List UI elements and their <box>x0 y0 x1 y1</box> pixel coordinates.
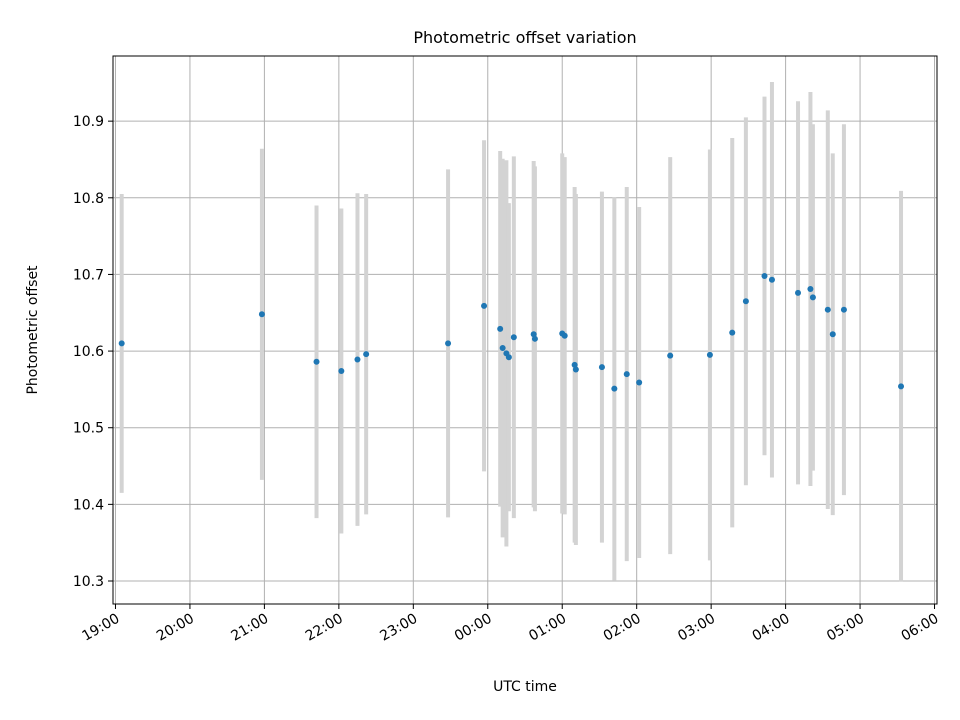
data-point <box>742 298 749 305</box>
data-point <box>338 368 345 375</box>
y-tick-label: 10.6 <box>73 344 104 360</box>
data-point <box>667 352 674 359</box>
y-tick-label: 10.9 <box>73 114 104 130</box>
y-tick-label: 10.5 <box>73 421 104 437</box>
data-point <box>505 354 512 361</box>
data-point <box>829 331 836 338</box>
data-points <box>118 272 905 392</box>
chart-title: Photometric offset variation <box>413 28 636 47</box>
data-point <box>445 340 452 347</box>
data-point <box>898 383 905 390</box>
plot-area-frame <box>112 55 938 605</box>
data-point <box>313 358 320 365</box>
data-point <box>611 385 618 392</box>
data-point <box>561 332 568 339</box>
data-point <box>706 351 713 358</box>
data-point <box>807 285 814 292</box>
data-point <box>531 335 538 342</box>
data-point <box>530 331 537 338</box>
y-axis-label: Photometric offset <box>25 265 41 395</box>
data-point <box>623 371 630 378</box>
data-point <box>258 311 265 318</box>
data-point <box>768 276 775 283</box>
y-tick-label: 10.4 <box>73 497 104 513</box>
grid <box>113 56 937 604</box>
data-point <box>824 306 831 313</box>
data-point <box>571 361 578 368</box>
data-point <box>809 294 816 301</box>
data-point <box>636 379 643 386</box>
y-tick-label: 10.3 <box>73 574 104 590</box>
data-point <box>510 334 517 341</box>
data-point <box>598 364 605 371</box>
data-point <box>499 345 506 352</box>
data-point <box>354 356 361 363</box>
data-point <box>572 366 579 373</box>
data-point <box>481 302 488 309</box>
data-point <box>795 289 802 296</box>
data-point <box>840 306 847 313</box>
y-tick-label: 10.8 <box>73 191 104 207</box>
data-point <box>729 329 736 336</box>
y-tick-label: 10.7 <box>73 267 104 283</box>
data-point <box>761 272 768 279</box>
data-point <box>363 351 370 358</box>
x-axis-label: UTC time <box>493 679 557 695</box>
y-axis-ticks: 10.3 10.4 10.5 10.6 10.7 10.8 10.9 <box>73 114 113 590</box>
data-point <box>118 340 125 347</box>
data-point <box>497 325 504 332</box>
